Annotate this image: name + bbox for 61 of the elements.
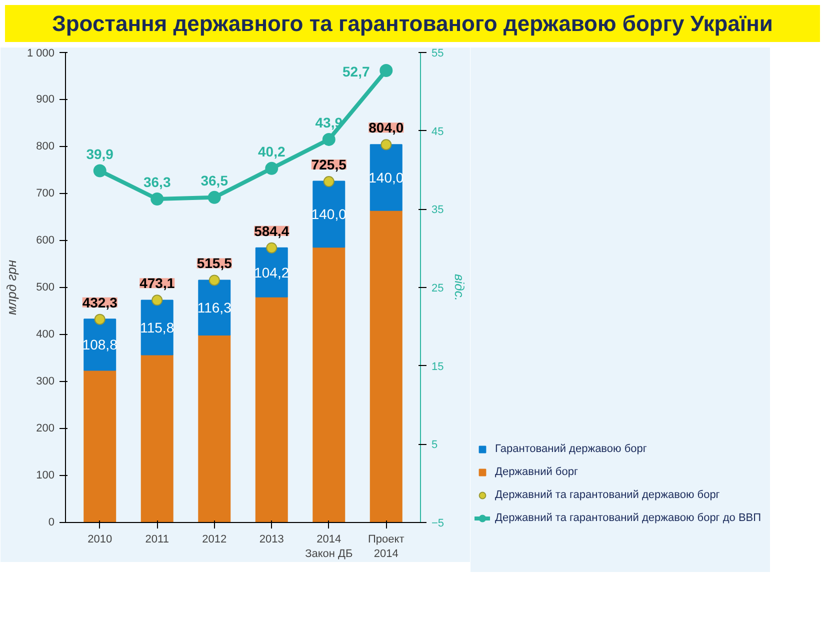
y-axis-title: млрд грн [4, 260, 19, 316]
y-tick-label: 700 [36, 188, 55, 200]
y2-tick-label: 5 [432, 440, 438, 452]
bar [370, 210, 402, 523]
y-tick-label: 800 [36, 140, 55, 153]
bar [255, 296, 288, 523]
point [266, 242, 278, 254]
y2-tick-label: 35 [432, 204, 444, 217]
bar [312, 247, 346, 523]
data-label: 40,2 [258, 144, 286, 160]
point [323, 176, 334, 188]
legend-label: Державний борг [495, 466, 578, 478]
y-tick-label: 900 [36, 94, 55, 106]
data-label: 39,9 [86, 146, 114, 162]
point [208, 275, 220, 286]
x-tick-label: Проект 2014 [368, 534, 404, 560]
bar [140, 354, 174, 523]
x-tick-label: 2012 [202, 534, 227, 546]
y-tick-label: 600 [36, 234, 55, 247]
y-tick-label: 300 [36, 376, 55, 388]
data-label: 584,4 [254, 223, 290, 240]
data-label: 804,0 [368, 120, 404, 136]
y2-tick-label: 55 [432, 48, 444, 60]
y-tick-label: 1 000 [26, 48, 55, 60]
x-tick-label: 2014 Закон ДБ [305, 534, 353, 560]
data-label: 36,3 [143, 174, 171, 190]
y2-axis-title: відс. [452, 274, 468, 302]
legend-label: Державний та гарантований державою борг [495, 489, 720, 502]
x-tick-label: 2011 [145, 534, 169, 546]
y-tick-label: 200 [36, 422, 55, 435]
point [94, 314, 106, 326]
y2-tick-label: 15 [432, 361, 444, 374]
y2-tick-label: 25 [432, 282, 444, 295]
y-tick-label: 100 [36, 470, 55, 482]
point [93, 164, 106, 178]
x-tick-label: 2013 [259, 534, 284, 546]
y-tick-label: 0 [48, 516, 55, 529]
bar [198, 334, 231, 523]
point [208, 191, 221, 204]
y-tick-label: 400 [36, 328, 55, 341]
x-tick-label: 2010 [88, 534, 112, 546]
legend-label: Гарантований державою борг [495, 443, 647, 456]
point [150, 192, 164, 206]
data-label: 115,8 [140, 320, 174, 336]
data-label: 473,1 [140, 276, 175, 292]
legend-label: Державний та гарантований державою борг до ВВП [495, 512, 762, 524]
point [265, 162, 278, 176]
point [380, 64, 393, 78]
y2-tick-label: −5 [432, 518, 444, 530]
chart-title: Зростання державного та гарантованого державою боргу України [52, 10, 773, 38]
data-label: 36,5 [200, 172, 228, 189]
bar [84, 370, 116, 523]
y2-tick-label: 45 [432, 126, 444, 138]
data-label: 725,5 [311, 156, 347, 173]
point [152, 295, 163, 306]
y-tick-label: 500 [36, 282, 55, 294]
data-label: 432,3 [82, 294, 118, 311]
point [380, 140, 392, 151]
data-label: 515,5 [196, 256, 232, 272]
data-label: 52,7 [342, 64, 370, 80]
point [322, 133, 336, 146]
